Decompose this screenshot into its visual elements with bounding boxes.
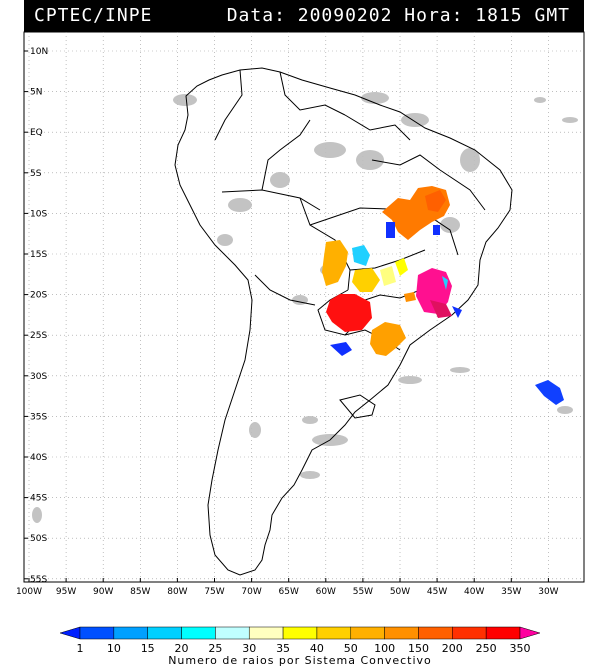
lon-label: 70W xyxy=(241,587,261,597)
colorbar-segment xyxy=(248,626,284,640)
lon-label: 90W xyxy=(93,587,113,597)
colorbar-label: 20 xyxy=(175,642,189,655)
colorbar-label: 350 xyxy=(510,642,531,655)
colorbar-segment xyxy=(59,626,81,640)
lon-label: 80W xyxy=(167,587,187,597)
colorbar-segment xyxy=(350,626,385,640)
lat-label: 30S xyxy=(30,372,47,382)
colorbar-label: 250 xyxy=(476,642,497,655)
legend-colorbar: 1 10 15 20 25 30 35 40 50 100 150 200 250 350 xyxy=(59,626,541,655)
colorbar-label: 1 xyxy=(77,642,84,655)
lat-label: 15S xyxy=(30,250,47,260)
lon-label: 35W xyxy=(501,587,521,597)
colorbar-segment xyxy=(215,626,250,640)
colorbar-title: Numero de raios por Sistema Convectivo xyxy=(168,654,432,667)
lat-label: 10N xyxy=(30,47,48,57)
colorbar-label: 150 xyxy=(408,642,429,655)
colorbar-segment xyxy=(316,626,352,640)
lat-label: 45S xyxy=(30,494,47,504)
colorbar-label: 10 xyxy=(107,642,121,655)
map-frame xyxy=(23,31,585,583)
lat-label: 10S xyxy=(30,209,47,219)
axis-tick-labels: 10N 5N EQ 5S 10S 15S 20S 25S 30S 35S 40S 45S 50S 55S 1… xyxy=(16,47,559,597)
lat-label: EQ xyxy=(30,128,43,138)
colorbar-segment xyxy=(79,626,115,640)
lightning-storm-cells xyxy=(322,186,564,405)
lon-label: 85W xyxy=(130,587,150,597)
lat-label: 35S xyxy=(30,412,47,422)
lat-lon-grid xyxy=(24,32,584,582)
colorbar-segment xyxy=(147,626,182,640)
lon-label: 30W xyxy=(538,587,558,597)
colorbar-segment xyxy=(519,626,541,640)
colorbar-segment xyxy=(113,626,148,640)
colorbar-label: 30 xyxy=(242,642,256,655)
lat-label: 5S xyxy=(30,169,42,179)
lon-label: 65W xyxy=(279,587,299,597)
colorbar-label: 50 xyxy=(344,642,358,655)
lon-label: 55W xyxy=(353,587,373,597)
cloud-areas xyxy=(32,92,578,523)
lon-label: 40W xyxy=(464,587,484,597)
agency-label: CPTEC/INPE xyxy=(34,5,153,26)
colorbar-segment xyxy=(485,626,521,640)
colorbar-label: 200 xyxy=(442,642,463,655)
colorbar-segment xyxy=(282,626,318,640)
lon-label: 50W xyxy=(390,587,410,597)
lon-label: 95W xyxy=(56,587,76,597)
date-time-label: Data: 20090202 Hora: 1815 GMT xyxy=(226,5,570,26)
title-bar: CPTEC/INPE Data: 20090202 Hora: 1815 GMT xyxy=(24,0,584,32)
colorbar-segment xyxy=(452,626,487,640)
colorbar-segment xyxy=(418,626,453,640)
colorbar-label: 100 xyxy=(374,642,395,655)
lat-label: 20S xyxy=(30,291,47,301)
lon-label: 60W xyxy=(316,587,336,597)
colorbar-segment xyxy=(384,626,419,640)
colorbar-segment xyxy=(181,626,216,640)
lon-label: 100W xyxy=(16,587,42,597)
lon-label: 75W xyxy=(204,587,224,597)
lat-label: 55S xyxy=(30,575,47,585)
lat-label: 40S xyxy=(30,453,47,463)
colorbar-label: 15 xyxy=(141,642,155,655)
lat-label: 5N xyxy=(30,88,42,98)
colorbar-label: 25 xyxy=(208,642,222,655)
colorbar-label: 35 xyxy=(276,642,290,655)
lon-label: 45W xyxy=(427,587,447,597)
lat-label: 50S xyxy=(30,534,47,544)
lat-label: 25S xyxy=(30,331,47,341)
colorbar-label: 40 xyxy=(310,642,324,655)
